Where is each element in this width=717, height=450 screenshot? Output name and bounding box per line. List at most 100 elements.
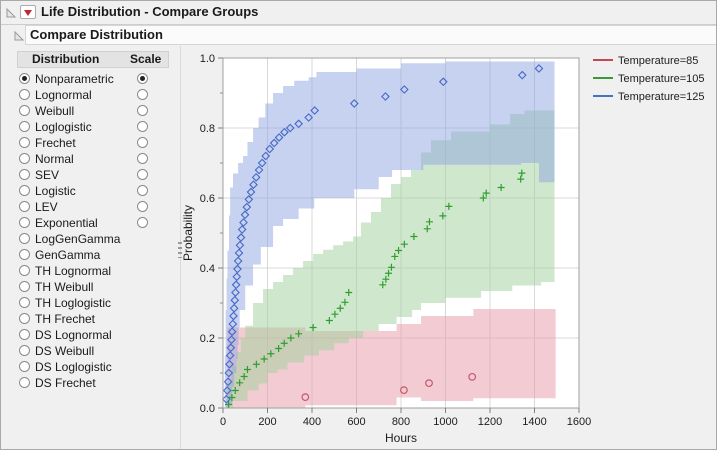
distribution-radio-loggengamma[interactable] [19, 233, 30, 244]
x-tick-label: 200 [258, 416, 276, 428]
confidence-band-temperature-125 [224, 61, 555, 408]
data-point-plus [439, 212, 447, 220]
report-title: Life Distribution - Compare Groups [41, 4, 259, 19]
distribution-radio-gengamma[interactable] [19, 249, 30, 260]
distribution-radio-nonparametric[interactable] [19, 73, 30, 84]
distribution-radio-th-loglogistic[interactable] [19, 297, 30, 308]
data-point-diamond [246, 187, 256, 197]
scale-radio-frechet[interactable] [137, 137, 148, 148]
distribution-row: Nonparametric [1, 71, 180, 87]
scale-radio-sev[interactable] [137, 169, 148, 180]
distribution-label: Normal [35, 152, 74, 166]
distribution-radio-sev[interactable] [19, 169, 30, 180]
data-point-plus [445, 202, 453, 210]
distribution-radio-normal[interactable] [19, 153, 30, 164]
x-tick-label: 1200 [478, 416, 502, 428]
data-point-plus [387, 263, 395, 271]
distribution-row: DS Loglogistic [1, 359, 180, 375]
distribution-radio-lev[interactable] [19, 201, 30, 212]
data-point-diamond [304, 113, 314, 122]
data-point-plus [231, 387, 239, 394]
distribution-label: Exponential [35, 216, 98, 230]
data-point-plus [267, 350, 275, 358]
data-point-plus [287, 334, 295, 342]
distribution-radio-exponential[interactable] [19, 217, 30, 228]
y-tick-label: 0.2 [200, 333, 215, 345]
data-point-diamond [310, 106, 320, 115]
data-point-diamond [225, 359, 234, 369]
data-point-diamond [249, 180, 258, 190]
distribution-radio-logistic[interactable] [19, 185, 30, 196]
legend-label: Temperature=125 [618, 91, 705, 103]
distribution-label: Nonparametric [35, 72, 114, 86]
x-tick-label: 1000 [433, 416, 457, 428]
distribution-radio-th-weibull[interactable] [19, 281, 30, 292]
scale-radio-normal[interactable] [137, 153, 148, 164]
data-point-plus [225, 401, 233, 408]
distribution-radio-loglogistic[interactable] [19, 121, 30, 132]
data-point-diamond [254, 165, 264, 175]
data-point-diamond [269, 138, 279, 148]
scale-radio-logistic[interactable] [137, 185, 148, 196]
distribution-row: TH Weibull [1, 279, 180, 295]
legend-label: Temperature=105 [618, 73, 705, 85]
distribution-radio-ds-weibull[interactable] [19, 345, 30, 356]
red-triangle-menu-button[interactable] [20, 5, 36, 19]
distribution-label: TH Loglogistic [35, 296, 112, 310]
data-point-plus [336, 304, 344, 312]
scale-radio-loglogistic[interactable] [137, 121, 148, 132]
data-point-diamond [517, 70, 527, 80]
distribution-radio-th-lognormal[interactable] [19, 265, 30, 276]
distribution-radio-frechet[interactable] [19, 137, 30, 148]
data-point-diamond [242, 202, 252, 212]
data-point-diamond [231, 288, 240, 297]
data-point-plus [236, 379, 244, 387]
distribution-radio-th-frechet[interactable] [19, 313, 30, 324]
data-point-diamond [251, 172, 261, 182]
distribution-radio-ds-frechet[interactable] [19, 377, 30, 388]
x-tick-label: 600 [347, 416, 365, 428]
panel-divider-grip[interactable] [178, 242, 182, 258]
data-point-plus [391, 252, 399, 260]
data-point-plus [410, 233, 418, 240]
red-triangle-icon [24, 9, 32, 16]
data-point-diamond [221, 394, 231, 404]
distribution-radio-ds-lognormal[interactable] [19, 329, 30, 340]
data-point-diamond [274, 133, 284, 142]
data-point-diamond [399, 85, 409, 94]
scale-radio-lev[interactable] [137, 201, 148, 212]
data-point-plus [325, 317, 333, 324]
data-point-diamond [294, 119, 304, 129]
data-point-plus [345, 289, 353, 296]
distribution-label: TH Weibull [35, 280, 94, 294]
scale-radio-exponential[interactable] [137, 217, 148, 228]
scale-radio-nonparametric[interactable] [137, 73, 148, 84]
data-point-diamond [280, 127, 289, 137]
distribution-label: Logistic [35, 184, 76, 198]
scale-radio-lognormal[interactable] [137, 89, 148, 100]
probability-plot: 0 200 400 600 800 1000 1200 1400 1600 0.0 0.2 0.4 0.… [181, 53, 705, 445]
data-point-diamond [229, 303, 239, 313]
data-point-diamond [240, 210, 250, 220]
scale-radio-weibull[interactable] [137, 105, 148, 116]
disclosure-open-icon[interactable] [5, 7, 17, 19]
column-header-distribution: Distribution [32, 52, 100, 66]
data-point-diamond [222, 386, 232, 395]
distribution-row: Logistic [1, 183, 180, 199]
data-point-plus [518, 169, 526, 177]
distribution-label: DS Frechet [35, 376, 96, 390]
distribution-radio-weibull[interactable] [19, 105, 30, 116]
data-point-diamond [225, 351, 235, 360]
y-tick-label: 1.0 [200, 53, 215, 65]
distribution-row: Frechet [1, 135, 180, 151]
distribution-label: GenGamma [35, 248, 101, 262]
data-point-diamond [223, 377, 233, 387]
y-tick-label: 0.8 [200, 123, 215, 135]
distribution-row: GenGamma [1, 247, 180, 263]
data-point-diamond [234, 248, 244, 258]
disclosure-open-icon[interactable] [13, 30, 25, 42]
distribution-row: DS Weibull [1, 343, 180, 359]
distribution-radio-ds-loglogistic[interactable] [19, 361, 30, 372]
distribution-radio-lognormal[interactable] [19, 89, 30, 100]
data-point-diamond [235, 240, 245, 250]
